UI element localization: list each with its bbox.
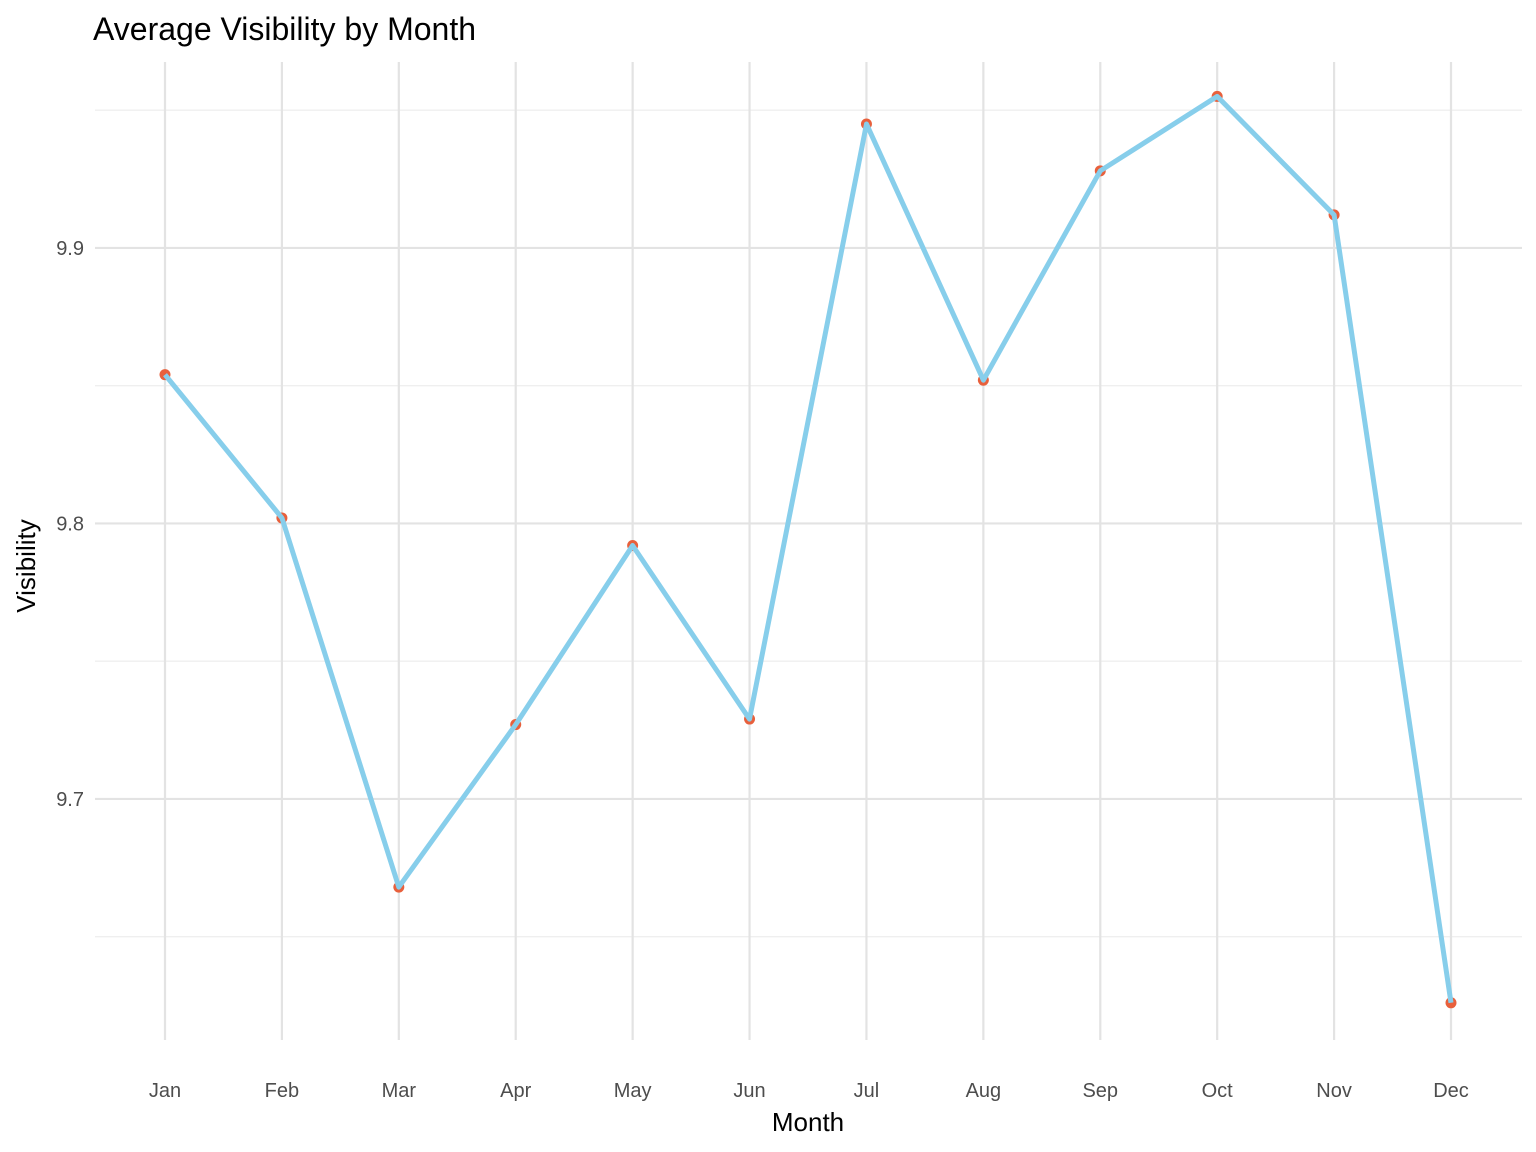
grid: [95, 62, 1522, 1040]
x-axis-title: Month: [772, 1107, 844, 1137]
x-tick-label: Nov: [1316, 1080, 1352, 1102]
x-tick-label: Sep: [1082, 1080, 1118, 1102]
x-tick-label: Oct: [1202, 1080, 1234, 1102]
y-axis-ticks: 9.7 9.8 9.9: [56, 238, 84, 811]
x-tick-label: Aug: [966, 1080, 1002, 1102]
x-tick-label: Jul: [854, 1080, 880, 1102]
x-tick-label: Feb: [265, 1080, 299, 1102]
x-axis-ticks: Jan Feb Mar Apr May Jun Jul Aug Sep Oct Nov Dec: [149, 1080, 1469, 1102]
series-line: [163, 93, 1454, 1004]
x-tick-label: Mar: [382, 1080, 417, 1102]
x-tick-label: Jun: [733, 1080, 765, 1102]
y-tick-label: 9.8: [56, 513, 84, 535]
y-axis-title: Visibility: [11, 519, 41, 612]
x-tick-label: Jan: [149, 1080, 181, 1102]
chart-title: Average Visibility by Month: [93, 11, 476, 47]
series-visibility: [159, 90, 1457, 1009]
y-tick-label: 9.9: [56, 238, 84, 260]
x-tick-label: Apr: [500, 1080, 531, 1102]
y-tick-label: 9.7: [56, 789, 84, 811]
x-tick-label: May: [614, 1080, 652, 1102]
x-tick-label: Dec: [1433, 1080, 1469, 1102]
